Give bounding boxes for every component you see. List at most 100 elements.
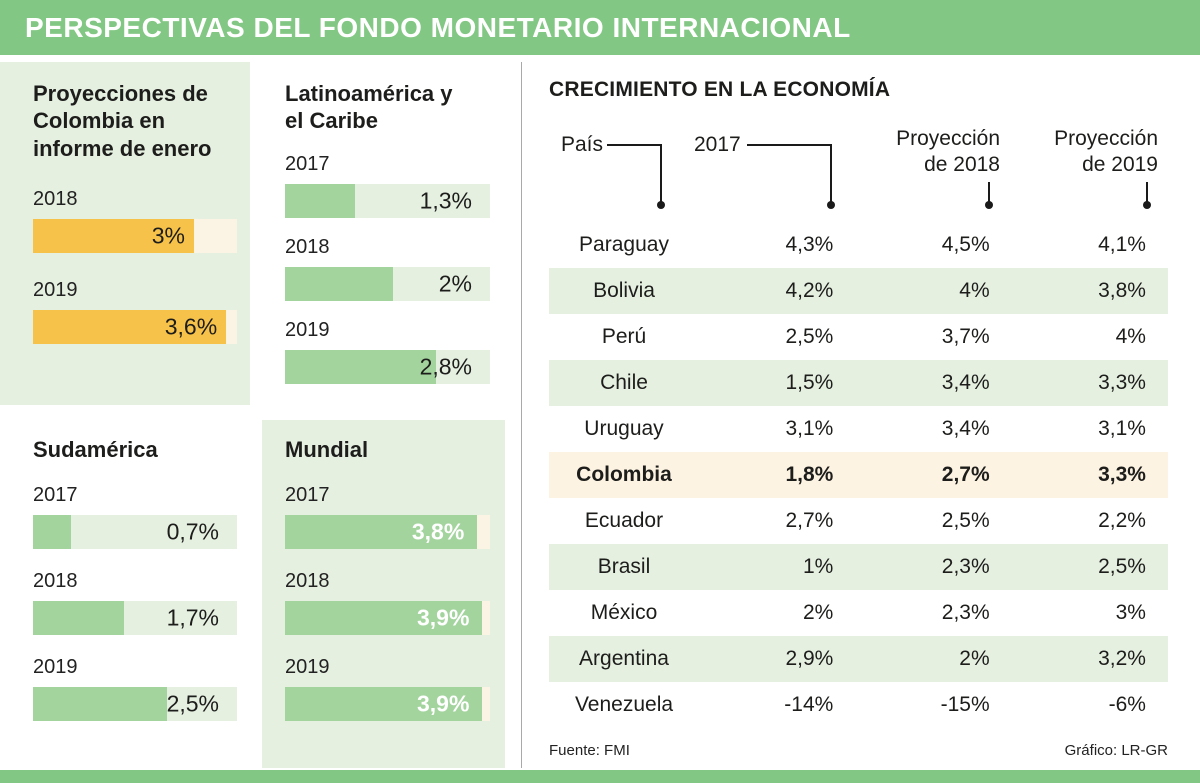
panel-title-sudamerica: Sudamérica: [33, 437, 158, 462]
table-row-ecuador: Ecuador 2,7% 2,5% 2,2%: [549, 498, 1168, 544]
country-cell: México: [590, 601, 658, 624]
bar-group-latam-2019: 2019 2,8%: [285, 319, 490, 384]
credit-label: Gráfico: LR-GR: [1064, 742, 1168, 759]
value-2017: 4,3%: [785, 233, 834, 256]
bar-track: 1,3%: [285, 183, 490, 218]
bar-track: 0,7%: [33, 515, 237, 550]
bar-fill: [33, 687, 168, 722]
leader-line-2017-v: [830, 144, 832, 204]
header-bar: PERSPECTIVAS DEL FONDO MONETARIO INTERNA…: [0, 0, 1200, 55]
leader-line-pais-h: [607, 144, 661, 146]
value-2019: 4%: [1115, 325, 1146, 348]
bar-year-label: 2019: [285, 656, 330, 679]
bar-fill: [285, 266, 393, 301]
bar-fill: [33, 515, 71, 550]
bar-track: 2,8%: [285, 349, 490, 384]
panel-latinoamerica-caribe: Latinoamérica y el Caribe 2017 1,3% 2018…: [262, 62, 505, 405]
bar-value-label: 0,7%: [166, 518, 219, 545]
bar-fill: [285, 183, 356, 218]
bar-year-label: 2018: [33, 570, 78, 593]
value-2017: 1,8%: [785, 463, 834, 486]
value-2018: 3,4%: [941, 417, 990, 440]
bar-group-latam-2018: 2018 2%: [285, 236, 490, 301]
value-2019: 3,3%: [1098, 371, 1146, 394]
bar-group-colombia-2018: 2018 3%: [33, 188, 237, 253]
value-2018: 3,4%: [941, 371, 990, 394]
value-2018: 2,3%: [941, 601, 990, 624]
source-label: Fuente: FMI: [549, 742, 630, 759]
bar-value-label: 3%: [151, 222, 185, 249]
value-2019: 3%: [1115, 601, 1146, 624]
col-header-proyeccion-2018: Proyección de 2018: [896, 127, 1000, 177]
country-cell: Ecuador: [584, 509, 664, 532]
bar-year-label: 2019: [285, 318, 330, 341]
leader-line-pais-v: [660, 144, 662, 204]
value-2017: 2,5%: [785, 325, 834, 348]
bar-fill: [33, 601, 125, 636]
bar-year-label: 2019: [33, 278, 78, 301]
country-cell: Bolivia: [593, 279, 655, 302]
leader-line-2018-v: [988, 182, 990, 204]
bar-value-label: 3,9%: [416, 690, 470, 717]
bar-track: 3%: [33, 218, 237, 253]
bar-group-colombia-2019: 2019 3,6%: [33, 279, 237, 344]
table-row-colombia-highlighted: Colombia 1,8% 2,7% 3,3%: [549, 452, 1168, 498]
country-cell: Argentina: [579, 647, 669, 670]
panel-proyecciones-colombia: Proyecciones de Colombia en informe de e…: [0, 62, 250, 405]
column-dot-2018: [985, 201, 993, 209]
bar-track: 3,8%: [285, 515, 490, 550]
table-row-mexico: México 2% 2,3% 3%: [549, 590, 1168, 636]
table-header: País 2017 Proyección de 2018 Proyección …: [549, 108, 1168, 220]
value-2018: 4,5%: [941, 233, 990, 256]
bar-year-label: 2018: [285, 235, 330, 258]
country-cell: Brasil: [597, 555, 651, 578]
value-2019: 3,1%: [1098, 417, 1146, 440]
page-title: PERSPECTIVAS DEL FONDO MONETARIO INTERNA…: [25, 11, 851, 43]
value-2017: 2,7%: [785, 509, 834, 532]
table-row-paraguay: Paraguay 4,3% 4,5% 4,1%: [549, 222, 1168, 268]
value-2019: 4,1%: [1098, 233, 1146, 256]
value-2018: 3,7%: [941, 325, 990, 348]
bar-fill: 3%: [33, 218, 194, 253]
table-body: Paraguay 4,3% 4,5% 4,1% Bolivia 4,2% 4% …: [549, 222, 1168, 728]
table-row-brasil: Brasil 1% 2,3% 2,5%: [549, 544, 1168, 590]
bar-group-mundial-2019: 2019 3,9%: [285, 656, 490, 722]
value-2018: 2,3%: [941, 555, 990, 578]
col-header-pais: País: [561, 133, 604, 156]
value-2017: 2%: [802, 601, 834, 624]
country-cell: Venezuela: [574, 693, 674, 716]
panel-mundial: Mundial 2017 3,8% 2018 3,9% 2019 3,9%: [262, 420, 505, 768]
bar-track: 2,5%: [33, 687, 237, 722]
column-dot-2017: [827, 201, 835, 209]
bar-year-label: 2017: [285, 484, 330, 507]
table-row-chile: Chile 1,5% 3,4% 3,3%: [549, 360, 1168, 406]
column-dot-pais: [657, 201, 665, 209]
table-row-argentina: Argentina 2,9% 2% 3,2%: [549, 636, 1168, 682]
value-2017: 3,1%: [785, 417, 834, 440]
bar-group-latam-2017: 2017 1,3%: [285, 153, 490, 218]
bar-fill: 3,9%: [285, 601, 483, 636]
bar-value-label: 3,9%: [416, 604, 470, 631]
leader-line-2017-h: [747, 144, 831, 146]
bar-year-label: 2019: [33, 656, 78, 679]
country-cell: Perú: [601, 325, 647, 348]
country-cell: Chile: [600, 371, 648, 394]
bar-year-label: 2017: [285, 152, 330, 175]
country-cell: Uruguay: [584, 417, 664, 440]
table-row-bolivia: Bolivia 4,2% 4% 3,8%: [549, 268, 1168, 314]
bar-group-sudamerica-2018: 2018 1,7%: [33, 570, 237, 636]
column-dot-2019: [1143, 201, 1151, 209]
country-cell: Colombia: [576, 463, 672, 486]
bar-fill: 3,9%: [285, 687, 483, 722]
bar-group-sudamerica-2019: 2019 2,5%: [33, 656, 237, 722]
bar-track: 1,7%: [33, 601, 237, 636]
table-footnotes: Fuente: FMI Gráfico: LR-GR: [549, 742, 1168, 759]
value-2017: -14%: [784, 693, 834, 716]
bar-value-label: 2%: [438, 270, 472, 297]
value-2019: 3,3%: [1098, 463, 1146, 486]
value-2019: 2,2%: [1098, 509, 1146, 532]
footer-bar: [0, 770, 1200, 783]
bar-track: 3,9%: [285, 687, 490, 722]
value-2018: 2%: [959, 647, 990, 670]
